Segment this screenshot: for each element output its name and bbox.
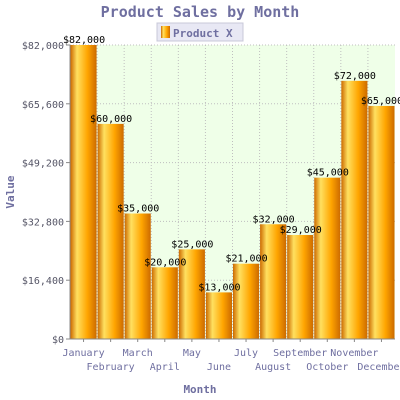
x-tick-label: December bbox=[357, 362, 400, 373]
chart-title: Product Sales by Month bbox=[101, 3, 300, 21]
x-tick-label: May bbox=[183, 348, 201, 359]
x-tick-label: October bbox=[306, 362, 348, 373]
bar bbox=[233, 263, 260, 339]
y-tick-label: $32,800 bbox=[22, 217, 64, 228]
y-tick-label: $65,600 bbox=[22, 100, 64, 111]
data-label: $25,000 bbox=[171, 239, 213, 250]
axes bbox=[66, 44, 395, 342]
legend-box bbox=[156, 22, 244, 42]
data-label: $21,000 bbox=[225, 254, 267, 265]
x-tick-label: June bbox=[207, 362, 231, 373]
data-label: $35,000 bbox=[117, 204, 159, 215]
legend-label: Product X bbox=[173, 27, 233, 40]
data-label: $72,000 bbox=[334, 71, 376, 82]
bar bbox=[70, 45, 97, 339]
x-axis-title: Month bbox=[183, 383, 216, 396]
x-tick-label: July bbox=[234, 348, 258, 359]
data-label: $32,000 bbox=[253, 214, 295, 225]
data-labels: $82,000 $60,000 $35,000 $20,000 $25,000 $13,0… bbox=[63, 35, 400, 293]
y-tick-label: $82,000 bbox=[22, 41, 64, 52]
data-label: $45,000 bbox=[307, 168, 349, 179]
data-label: $20,000 bbox=[144, 257, 186, 268]
grid-lines bbox=[70, 44, 395, 339]
bar bbox=[287, 235, 314, 339]
x-tick-label: September bbox=[273, 348, 327, 359]
data-label: $29,000 bbox=[280, 225, 322, 236]
data-label: $65,000 bbox=[361, 96, 400, 107]
bar bbox=[151, 267, 178, 339]
x-tick-label: February bbox=[87, 362, 135, 373]
y-tick-label: $16,400 bbox=[22, 276, 64, 287]
bar bbox=[260, 224, 287, 339]
y-tick-label: $49,200 bbox=[22, 159, 64, 170]
x-tick-label: April bbox=[150, 362, 180, 373]
bar bbox=[341, 80, 368, 339]
data-label: $60,000 bbox=[90, 114, 132, 125]
bar bbox=[205, 292, 232, 339]
x-tick-label: March bbox=[123, 348, 153, 359]
x-tick-label: January bbox=[62, 348, 104, 359]
y-tick-labels: $0 $16,400 $32,800 $49,200 $65,600 $82,000 bbox=[22, 41, 64, 346]
y-tick-label: $0 bbox=[52, 335, 64, 346]
bar bbox=[124, 213, 151, 339]
x-tick-label: November bbox=[330, 348, 378, 359]
bar bbox=[314, 177, 341, 339]
bars bbox=[70, 45, 395, 339]
x-tick-label: August bbox=[255, 362, 291, 373]
bar bbox=[178, 249, 205, 339]
legend: Product X bbox=[156, 22, 244, 42]
legend-swatch bbox=[161, 26, 170, 38]
data-label: $13,000 bbox=[198, 282, 240, 293]
data-label: $82,000 bbox=[63, 35, 105, 46]
bar bbox=[97, 123, 124, 339]
bar bbox=[368, 105, 395, 339]
y-axis-title: Value bbox=[4, 175, 17, 208]
